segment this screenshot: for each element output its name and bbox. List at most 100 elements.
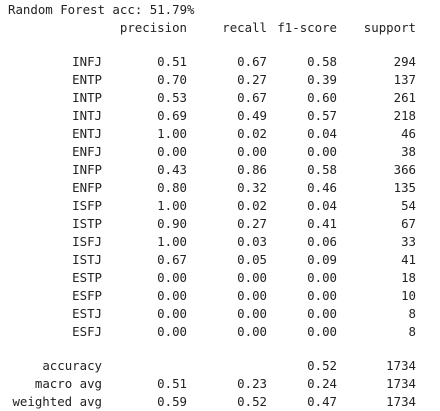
precision-value: 1.00 (157, 234, 187, 249)
recall-value: 0.52 (237, 394, 267, 409)
support-value: 218 (393, 108, 416, 123)
f1-value: 0.06 (307, 234, 337, 249)
precision-value: 1.00 (157, 198, 187, 213)
class-label: ISTJ (72, 252, 102, 267)
f1-value: 0.00 (307, 324, 337, 339)
f1-value: 0.57 (307, 108, 337, 123)
class-label: ISFJ (72, 234, 102, 249)
f1-value: 0.47 (307, 394, 337, 409)
precision-value: 0.90 (157, 216, 187, 231)
support-value: 366 (393, 162, 416, 177)
class-row-enfj: ENFJ 0.00 0.00 0.00 38 (0, 143, 440, 161)
precision-value: 0.00 (157, 288, 187, 303)
recall-value: 0.27 (237, 216, 267, 231)
recall-value: 0.86 (237, 162, 267, 177)
f1-value: 0.41 (307, 216, 337, 231)
precision-value: 0.00 (157, 306, 187, 321)
summary-row-weighted-avg: weighted avg 0.59 0.52 0.47 1734 (0, 393, 440, 411)
summary-row-accuracy: accuracy 0.52 1734 (0, 357, 440, 375)
header-precision: precision (119, 20, 187, 35)
report-title: Random Forest acc: 51.79% (8, 2, 195, 17)
precision-value: 0.00 (157, 324, 187, 339)
recall-value: 0.00 (237, 324, 267, 339)
f1-value: 0.00 (307, 144, 337, 159)
class-label: ESTP (72, 270, 102, 285)
class-label: ISFP (72, 198, 102, 213)
class-label: INFP (72, 162, 102, 177)
support-value: 137 (393, 72, 416, 87)
support-value: 33 (401, 234, 416, 249)
class-row-estp: ESTP 0.00 0.00 0.00 18 (0, 269, 440, 287)
support-value: 135 (393, 180, 416, 195)
recall-value: 0.02 (237, 126, 267, 141)
f1-value: 0.46 (307, 180, 337, 195)
recall-value: 0.00 (237, 144, 267, 159)
class-row-esfj: ESFJ 0.00 0.00 0.00 8 (0, 323, 440, 341)
class-row-intj: INTJ 0.69 0.49 0.57 218 (0, 107, 440, 125)
class-row-estj: ESTJ 0.00 0.00 0.00 8 (0, 305, 440, 323)
precision-value: 0.67 (157, 252, 187, 267)
class-label: ENTJ (72, 126, 102, 141)
header-row: precision recall f1-score support (0, 19, 440, 37)
recall-value: 0.05 (237, 252, 267, 267)
class-row-isfj: ISFJ 1.00 0.03 0.06 33 (0, 233, 440, 251)
precision-value: 0.43 (157, 162, 187, 177)
f1-value: 0.60 (307, 90, 337, 105)
f1-value: 0.58 (307, 162, 337, 177)
f1-value: 0.52 (307, 358, 337, 373)
class-label: INTP (72, 90, 102, 105)
f1-value: 0.04 (307, 126, 337, 141)
header-support: support (363, 20, 416, 35)
f1-value: 0.39 (307, 72, 337, 87)
recall-value: 0.32 (237, 180, 267, 195)
support-value: 294 (393, 54, 416, 69)
support-value: 46 (401, 126, 416, 141)
precision-value: 0.70 (157, 72, 187, 87)
class-row-istp: ISTP 0.90 0.27 0.41 67 (0, 215, 440, 233)
class-row-esfp: ESFP 0.00 0.00 0.00 10 (0, 287, 440, 305)
precision-value: 0.51 (157, 54, 187, 69)
header-f1-score: f1-score (277, 20, 337, 35)
support-value: 38 (401, 144, 416, 159)
class-row-istj: ISTJ 0.67 0.05 0.09 41 (0, 251, 440, 269)
class-row-intp: INTP 0.53 0.67 0.60 261 (0, 89, 440, 107)
f1-value: 0.04 (307, 198, 337, 213)
class-row-entj: ENTJ 1.00 0.02 0.04 46 (0, 125, 440, 143)
precision-value: 0.69 (157, 108, 187, 123)
class-row-enfp: ENFP 0.80 0.32 0.46 135 (0, 179, 440, 197)
summary-label: macro avg (34, 376, 102, 391)
recall-value: 0.23 (237, 376, 267, 391)
class-label: ENTP (72, 72, 102, 87)
class-row-isfp: ISFP 1.00 0.02 0.04 54 (0, 197, 440, 215)
support-value: 67 (401, 216, 416, 231)
recall-value: 0.49 (237, 108, 267, 123)
support-value: 54 (401, 198, 416, 213)
f1-value: 0.58 (307, 54, 337, 69)
class-label: ESFJ (72, 324, 102, 339)
recall-value: 0.67 (237, 54, 267, 69)
precision-value: 0.00 (157, 144, 187, 159)
class-row-infj: INFJ 0.51 0.67 0.58 294 (0, 53, 440, 71)
class-label: INFJ (72, 54, 102, 69)
support-value: 1734 (386, 376, 416, 391)
support-value: 10 (401, 288, 416, 303)
precision-value: 0.53 (157, 90, 187, 105)
support-value: 8 (408, 324, 416, 339)
recall-value: 0.67 (237, 90, 267, 105)
f1-value: 0.24 (307, 376, 337, 391)
precision-value: 0.80 (157, 180, 187, 195)
support-value: 261 (393, 90, 416, 105)
class-label: ENFP (72, 180, 102, 195)
summary-row-macro-avg: macro avg 0.51 0.23 0.24 1734 (0, 375, 440, 393)
class-label: ESTJ (72, 306, 102, 321)
recall-value: 0.03 (237, 234, 267, 249)
support-value: 1734 (386, 358, 416, 373)
support-value: 18 (401, 270, 416, 285)
class-row-entp: ENTP 0.70 0.27 0.39 137 (0, 71, 440, 89)
f1-value: 0.09 (307, 252, 337, 267)
recall-value: 0.27 (237, 72, 267, 87)
class-label: ISTP (72, 216, 102, 231)
f1-value: 0.00 (307, 270, 337, 285)
precision-value: 0.00 (157, 270, 187, 285)
support-value: 8 (408, 306, 416, 321)
